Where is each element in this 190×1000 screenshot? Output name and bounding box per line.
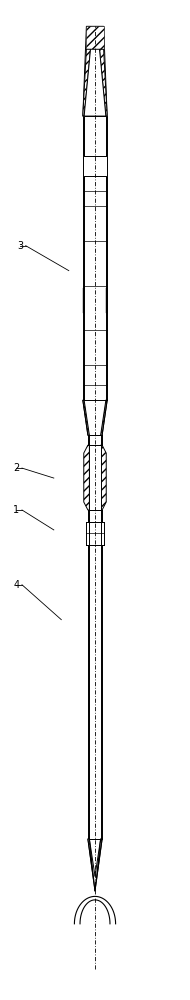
Polygon shape bbox=[95, 839, 102, 891]
Bar bbox=[83, 156, 107, 176]
Bar bbox=[83, 288, 84, 313]
Bar bbox=[88, 545, 89, 839]
Bar bbox=[83, 176, 84, 400]
Bar bbox=[106, 116, 107, 156]
Polygon shape bbox=[101, 445, 106, 510]
Bar bbox=[89, 435, 101, 445]
Text: 3: 3 bbox=[17, 241, 23, 251]
Bar bbox=[86, 26, 104, 49]
Bar bbox=[84, 176, 106, 400]
Bar bbox=[89, 522, 101, 545]
Polygon shape bbox=[101, 400, 107, 435]
Bar bbox=[89, 510, 101, 522]
Bar bbox=[106, 288, 107, 313]
Bar bbox=[83, 116, 84, 156]
Polygon shape bbox=[83, 49, 90, 116]
Bar bbox=[88, 510, 89, 522]
Polygon shape bbox=[84, 49, 106, 116]
Bar bbox=[106, 116, 107, 156]
Text: 4: 4 bbox=[13, 580, 19, 590]
Bar bbox=[88, 435, 89, 445]
Polygon shape bbox=[100, 49, 107, 116]
Bar bbox=[101, 545, 102, 839]
Bar bbox=[89, 545, 101, 839]
Bar bbox=[88, 435, 89, 445]
Bar bbox=[106, 176, 107, 400]
Bar bbox=[101, 545, 102, 839]
Bar bbox=[101, 510, 102, 522]
Bar bbox=[89, 445, 101, 510]
Polygon shape bbox=[83, 400, 89, 435]
Bar bbox=[88, 510, 89, 522]
Polygon shape bbox=[84, 445, 89, 510]
Bar bbox=[88, 545, 89, 839]
Bar bbox=[101, 522, 104, 545]
Bar bbox=[101, 435, 102, 445]
Bar bbox=[101, 522, 104, 545]
Text: 1: 1 bbox=[13, 505, 19, 515]
Bar bbox=[101, 435, 102, 445]
Polygon shape bbox=[88, 839, 95, 891]
Bar bbox=[83, 116, 84, 156]
Bar bbox=[106, 176, 107, 400]
Bar bbox=[84, 116, 106, 156]
Bar bbox=[86, 522, 89, 545]
Bar bbox=[86, 522, 89, 545]
Bar bbox=[101, 510, 102, 522]
Bar bbox=[83, 156, 107, 176]
Bar bbox=[83, 176, 84, 400]
Text: 2: 2 bbox=[13, 463, 20, 473]
Polygon shape bbox=[84, 400, 106, 435]
